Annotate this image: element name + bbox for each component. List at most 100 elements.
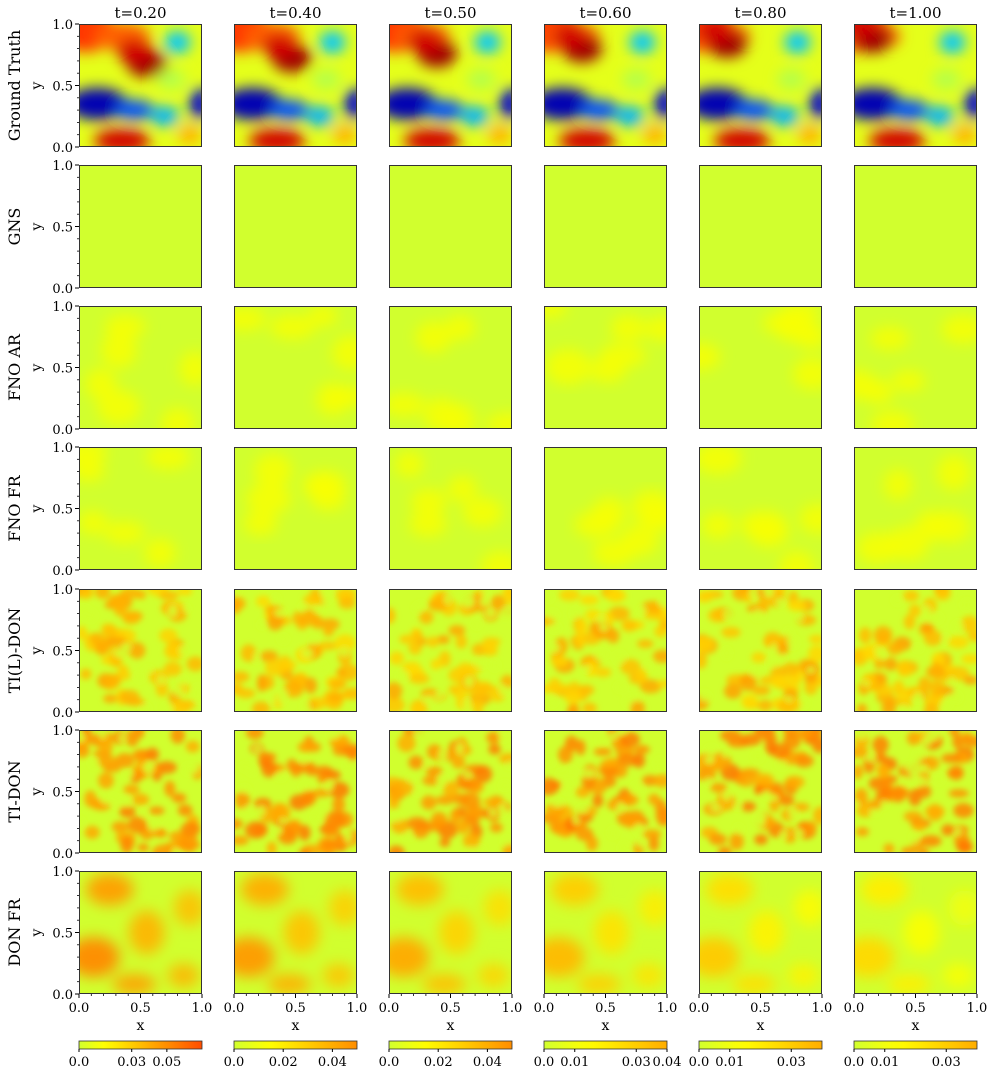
field-blob bbox=[314, 765, 334, 778]
field-blob bbox=[255, 595, 271, 608]
field-blob bbox=[152, 828, 168, 838]
field-blob bbox=[414, 730, 421, 737]
field-blob bbox=[183, 763, 196, 775]
field-blob bbox=[430, 811, 448, 829]
field-blob bbox=[723, 683, 742, 699]
colorbar-tick-label: 0.02 bbox=[269, 1055, 298, 1070]
panel-4-0 bbox=[79, 589, 202, 712]
field-blob bbox=[594, 667, 612, 678]
y-axis-label: y bbox=[29, 504, 45, 513]
field-blob bbox=[171, 793, 187, 803]
field-blob bbox=[473, 619, 482, 629]
x-tick-label: 1.0 bbox=[192, 1001, 213, 1016]
field-background bbox=[79, 165, 202, 288]
field-blob bbox=[422, 761, 432, 768]
field-blob bbox=[125, 730, 140, 747]
field-blob bbox=[595, 616, 607, 623]
field-blob bbox=[177, 124, 202, 145]
field-blob bbox=[425, 766, 443, 777]
field-blob bbox=[324, 810, 346, 829]
field-blob bbox=[94, 589, 111, 600]
field-blob bbox=[301, 701, 311, 712]
colorbar bbox=[388, 1040, 513, 1050]
field-blob bbox=[652, 649, 667, 663]
field-blob bbox=[179, 675, 186, 686]
field-blob bbox=[298, 824, 311, 841]
field-blob bbox=[148, 806, 165, 815]
y-tick-label: 0.0 bbox=[52, 706, 73, 721]
field-blob bbox=[723, 647, 731, 659]
field-blob bbox=[752, 685, 771, 696]
panel-6-3 bbox=[544, 871, 667, 994]
field-blob bbox=[784, 628, 793, 636]
x-tick-label: 1.0 bbox=[812, 1001, 833, 1016]
field-blob bbox=[161, 407, 195, 429]
field-blob bbox=[391, 818, 410, 834]
field-blob bbox=[767, 656, 779, 668]
y-tick-label: 0.5 bbox=[52, 362, 73, 377]
field-blob bbox=[869, 128, 926, 147]
field-blob bbox=[893, 680, 905, 696]
panel-frame bbox=[234, 447, 357, 570]
column-title: t=0.60 bbox=[580, 4, 632, 22]
field-blob bbox=[661, 807, 667, 817]
field-blob bbox=[699, 343, 721, 371]
field-blob bbox=[438, 650, 451, 667]
field-blob bbox=[866, 753, 876, 762]
field-blob bbox=[451, 755, 466, 769]
field-blob bbox=[777, 699, 798, 712]
panel-frame bbox=[854, 306, 977, 429]
panel-frame bbox=[79, 871, 202, 994]
field-blob bbox=[234, 818, 244, 830]
field-blob bbox=[903, 590, 920, 602]
field-blob bbox=[544, 777, 559, 796]
field-blob bbox=[630, 700, 645, 712]
field-blob bbox=[616, 801, 625, 814]
field-blob bbox=[779, 830, 788, 839]
field-blob bbox=[159, 628, 178, 643]
field-blob bbox=[932, 69, 961, 90]
field-blob bbox=[327, 730, 340, 740]
field-blob bbox=[564, 690, 582, 705]
field-blob bbox=[889, 786, 906, 803]
x-tick-label: 1.0 bbox=[657, 1001, 678, 1016]
field-blob bbox=[705, 873, 754, 906]
field-blob bbox=[142, 761, 155, 774]
field-background bbox=[389, 165, 512, 288]
field-blob bbox=[467, 69, 496, 90]
field-blob bbox=[654, 625, 667, 638]
panel-3-1 bbox=[234, 447, 357, 570]
field-blob bbox=[583, 769, 596, 779]
field-blob bbox=[292, 611, 304, 625]
panel-frame bbox=[389, 24, 512, 147]
field-blob bbox=[254, 797, 272, 810]
field-blob bbox=[545, 348, 591, 385]
field-blob bbox=[300, 790, 315, 807]
field-blob bbox=[104, 673, 122, 688]
field-blob bbox=[893, 596, 903, 605]
field-blob bbox=[248, 767, 256, 776]
x-tick-label: 0.0 bbox=[844, 1001, 865, 1016]
field-blob bbox=[103, 694, 118, 704]
panel-5-5 bbox=[854, 730, 977, 853]
field-blob bbox=[551, 799, 564, 808]
field-blob bbox=[637, 838, 645, 848]
field-blob bbox=[915, 776, 927, 787]
field-blob bbox=[550, 624, 561, 632]
field-blob bbox=[310, 637, 319, 645]
field-blob bbox=[707, 608, 729, 623]
field-blob bbox=[467, 846, 475, 853]
panel-frame bbox=[234, 165, 357, 288]
field-blob bbox=[735, 824, 743, 835]
field-blob bbox=[99, 733, 107, 740]
field-blob bbox=[615, 730, 628, 735]
field-blob bbox=[499, 684, 508, 697]
field-blob bbox=[79, 733, 86, 743]
field-blob bbox=[749, 589, 758, 599]
field-blob bbox=[344, 87, 357, 120]
field-blob bbox=[898, 665, 913, 677]
field-blob bbox=[392, 813, 402, 823]
field-blob bbox=[389, 393, 426, 417]
field-blob bbox=[177, 804, 193, 817]
field-blob bbox=[117, 664, 129, 674]
